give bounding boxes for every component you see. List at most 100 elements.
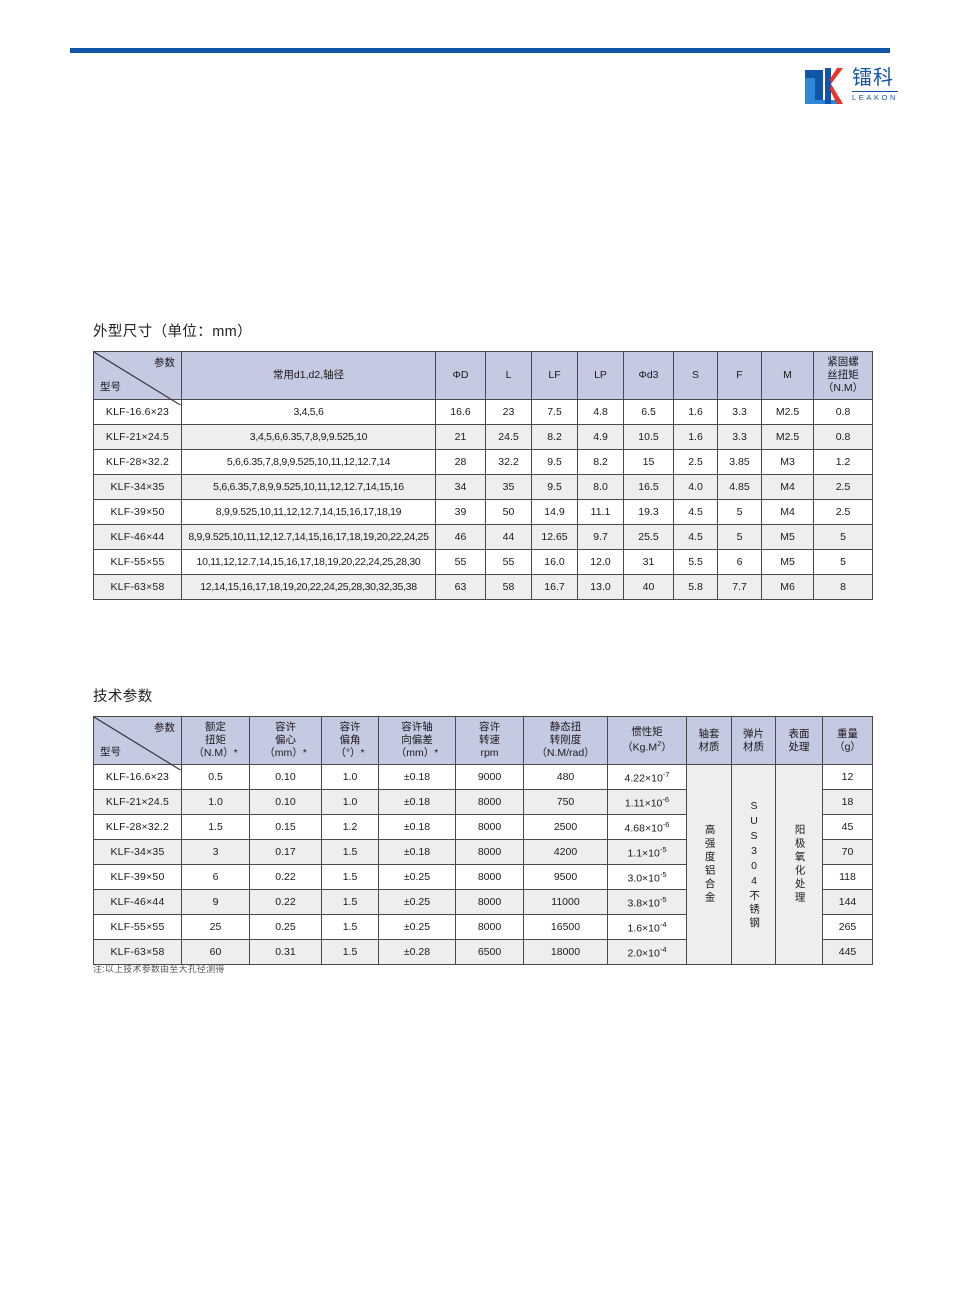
cell-S: 4.5 bbox=[673, 499, 718, 526]
col-header-angular-misalignment: 容许 偏角 （°）* bbox=[321, 715, 379, 766]
corner-header-cell: 参数 型号 bbox=[93, 350, 182, 400]
col-header-shaft-diameter: 常用d1,d2,轴径 bbox=[181, 350, 436, 401]
cell-axial: ±0.18 bbox=[378, 789, 456, 816]
cell-screw-torque: 5 bbox=[813, 524, 873, 551]
header-rule bbox=[70, 48, 890, 53]
section-title-technical: 技术参数 bbox=[93, 689, 153, 705]
cell-model: KLF-63×58 bbox=[93, 939, 182, 966]
cell-angular: 1.5 bbox=[321, 864, 379, 891]
cell-S: 5.8 bbox=[673, 574, 718, 601]
cell-screw-torque: 2.5 bbox=[813, 474, 873, 501]
table-row: KLF-46×44 8,9,9.525,10,11,12,12.7,14,15,… bbox=[93, 524, 873, 551]
cell-LP: 11.1 bbox=[577, 499, 624, 526]
cell-inertia: 1.11×10-6 bbox=[607, 789, 687, 816]
cell-Phid3: 31 bbox=[623, 549, 674, 576]
col-header-LP: LP bbox=[577, 350, 624, 401]
cell-angular: 1.5 bbox=[321, 839, 379, 866]
col-header-sleeve-material: 轴套 材质 bbox=[686, 715, 732, 766]
col-header-Phid3: Φd3 bbox=[623, 350, 674, 401]
cell-F: 3.3 bbox=[717, 424, 762, 451]
col-header-eccentricity: 容许 偏心 （mm）* bbox=[249, 715, 322, 766]
cell-L: 55 bbox=[485, 549, 532, 576]
table-row: KLF-39×50 8,9,9.525,10,11,12,12.7,14,15,… bbox=[93, 499, 873, 526]
cell-PhiD: 16.6 bbox=[435, 399, 486, 426]
cell-Phid3: 15 bbox=[623, 449, 674, 476]
col-header-static-stiffness: 静态扭 转刚度 （N.M/rad） bbox=[523, 715, 608, 766]
cell-M: M5 bbox=[761, 549, 814, 576]
cell-rated-torque: 1.0 bbox=[181, 789, 250, 816]
cell-angular: 1.0 bbox=[321, 789, 379, 816]
corner-param-label: 参数 bbox=[154, 722, 175, 734]
cell-eccentricity: 0.10 bbox=[249, 764, 322, 791]
cell-model: KLF-39×50 bbox=[93, 499, 182, 526]
cell-M: M6 bbox=[761, 574, 814, 601]
cell-eccentricity: 0.15 bbox=[249, 814, 322, 841]
cell-weight: 12 bbox=[822, 764, 873, 791]
cell-axial: ±0.18 bbox=[378, 839, 456, 866]
cell-shaft-diameters: 5,6,6.35,7,8,9,9.525,10,11,12,12.7,14,15… bbox=[181, 474, 436, 501]
lk-monogram-icon bbox=[801, 62, 847, 108]
cell-Phid3: 40 bbox=[623, 574, 674, 601]
cell-F: 4.85 bbox=[717, 474, 762, 501]
diagonal-divider-icon bbox=[94, 717, 181, 770]
cell-LF: 16.0 bbox=[531, 549, 578, 576]
cell-model: KLF-55×55 bbox=[93, 549, 182, 576]
cell-eccentricity: 0.10 bbox=[249, 789, 322, 816]
cell-sleeve-material: 高强度铝合金 bbox=[686, 764, 732, 966]
cell-screw-torque: 2.5 bbox=[813, 499, 873, 526]
cell-F: 5 bbox=[717, 499, 762, 526]
cell-PhiD: 63 bbox=[435, 574, 486, 601]
cell-model: KLF-16.6×23 bbox=[93, 399, 182, 426]
cell-rpm: 8000 bbox=[455, 789, 524, 816]
cell-PhiD: 34 bbox=[435, 474, 486, 501]
cell-shaft-diameters: 8,9,9.525,10,11,12,12.7,14,15,16,17,18,1… bbox=[181, 499, 436, 526]
cell-S: 4.0 bbox=[673, 474, 718, 501]
cell-rated-torque: 0.5 bbox=[181, 764, 250, 791]
cell-axial: ±0.25 bbox=[378, 864, 456, 891]
cell-eccentricity: 0.25 bbox=[249, 914, 322, 941]
cell-LF: 9.5 bbox=[531, 474, 578, 501]
col-header-LF: LF bbox=[531, 350, 578, 401]
technical-table-body: KLF-16.6×23 0.5 0.10 1.0 ±0.18 9000 480 … bbox=[93, 764, 873, 966]
cell-rated-torque: 9 bbox=[181, 889, 250, 916]
dimensions-table: 参数 型号 常用d1,d2,轴径 ΦD L LF LP Φd3 S F M 紧固… bbox=[93, 350, 873, 601]
cell-LP: 9.7 bbox=[577, 524, 624, 551]
cell-LF: 9.5 bbox=[531, 449, 578, 476]
table-row: KLF-55×55 25 0.25 1.5 ±0.25 8000 16500 1… bbox=[93, 914, 873, 941]
cell-PhiD: 21 bbox=[435, 424, 486, 451]
cell-shaft-diameters: 8,9,9.525,10,11,12,12.7,14,15,16,17,18,1… bbox=[181, 524, 436, 551]
cell-shaft-diameters: 3,4,5,6 bbox=[181, 399, 436, 426]
cell-F: 7.7 bbox=[717, 574, 762, 601]
cell-weight: 265 bbox=[822, 914, 873, 941]
cell-model: KLF-39×50 bbox=[93, 864, 182, 891]
cell-angular: 1.5 bbox=[321, 939, 379, 966]
cell-rated-torque: 6 bbox=[181, 864, 250, 891]
cell-stiffness: 2500 bbox=[523, 814, 608, 841]
corner-header-cell: 参数 型号 bbox=[93, 715, 182, 765]
cell-inertia: 3.0×10-5 bbox=[607, 864, 687, 891]
corner-param-label: 参数 bbox=[154, 357, 175, 369]
col-header-axial-deviation: 容许轴 向偏差 （mm）* bbox=[378, 715, 456, 766]
cell-S: 1.6 bbox=[673, 399, 718, 426]
cell-model: KLF-21×24.5 bbox=[93, 789, 182, 816]
table-row: KLF-39×50 6 0.22 1.5 ±0.25 8000 9500 3.0… bbox=[93, 864, 873, 891]
section-title-dimensions: 外型尺寸（单位：mm） bbox=[93, 324, 253, 340]
cell-M: M2.5 bbox=[761, 424, 814, 451]
table-row: KLF-34×35 3 0.17 1.5 ±0.18 8000 4200 1.1… bbox=[93, 839, 873, 866]
cell-angular: 1.5 bbox=[321, 889, 379, 916]
section-technical-parameters: 技术参数 参数 型号 额定 扭矩 （N.M）* bbox=[93, 685, 873, 966]
logo-en-name: LEAKON bbox=[851, 91, 898, 103]
cell-shaft-diameters: 12,14,15,16,17,18,19,20,22,24,25,28,30,3… bbox=[181, 574, 436, 601]
table-row: KLF-63×58 60 0.31 1.5 ±0.28 6500 18000 2… bbox=[93, 939, 873, 966]
cell-Phid3: 19.3 bbox=[623, 499, 674, 526]
technical-header-row: 参数 型号 额定 扭矩 （N.M）* 容许 偏心 （mm）* 容许 偏角 （°）… bbox=[93, 715, 873, 766]
cell-shaft-diameters: 5,6,6.35,7,8,9,9.525,10,11,12,12.7,14 bbox=[181, 449, 436, 476]
cell-stiffness: 750 bbox=[523, 789, 608, 816]
cell-S: 1.6 bbox=[673, 424, 718, 451]
cell-model: KLF-34×35 bbox=[93, 839, 182, 866]
cell-weight: 18 bbox=[822, 789, 873, 816]
cell-Phid3: 6.5 bbox=[623, 399, 674, 426]
cell-weight: 45 bbox=[822, 814, 873, 841]
cell-Phid3: 25.5 bbox=[623, 524, 674, 551]
cell-Phid3: 10.5 bbox=[623, 424, 674, 451]
